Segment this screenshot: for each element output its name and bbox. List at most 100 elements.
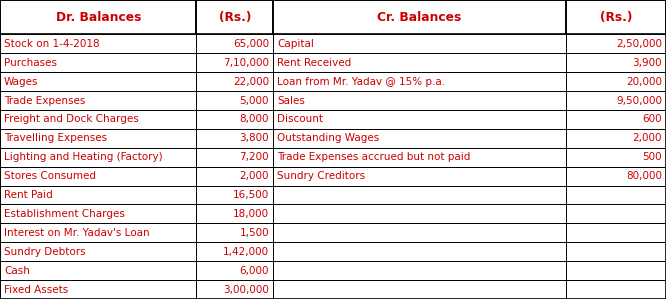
Bar [566, 110, 666, 129]
Text: Sales: Sales [277, 96, 305, 106]
Text: Establishment Charges: Establishment Charges [4, 209, 125, 219]
Text: 3,800: 3,800 [240, 133, 269, 143]
Bar [273, 223, 566, 242]
Text: Freight and Dock Charges: Freight and Dock Charges [4, 115, 139, 124]
Text: Rent Paid: Rent Paid [4, 190, 53, 200]
Bar [0, 110, 196, 129]
Bar [196, 167, 273, 186]
Bar [196, 129, 273, 148]
Bar [196, 148, 273, 167]
Text: Dr. Balances: Dr. Balances [55, 11, 141, 24]
Text: Stores Consumed: Stores Consumed [4, 171, 96, 181]
Bar [0, 53, 196, 72]
Bar [196, 110, 273, 129]
Text: 80,000: 80,000 [626, 171, 662, 181]
Text: Loan from Mr. Yadav @ 15% p.a.: Loan from Mr. Yadav @ 15% p.a. [277, 77, 445, 87]
Text: Sundry Debtors: Sundry Debtors [4, 247, 86, 257]
Bar [0, 242, 196, 261]
Text: 65,000: 65,000 [233, 39, 269, 49]
Text: Wages: Wages [4, 77, 39, 87]
Bar [566, 72, 666, 91]
Text: Interest on Mr. Yadav's Loan: Interest on Mr. Yadav's Loan [4, 228, 150, 238]
Bar [273, 72, 566, 91]
Bar [0, 129, 196, 148]
Bar [566, 261, 666, 280]
Text: 18,000: 18,000 [233, 209, 269, 219]
Text: 2,000: 2,000 [240, 171, 269, 181]
Text: Outstanding Wages: Outstanding Wages [277, 133, 380, 143]
Bar [196, 242, 273, 261]
Text: 9,50,000: 9,50,000 [616, 96, 662, 106]
Bar [566, 223, 666, 242]
Text: Discount: Discount [277, 115, 323, 124]
Text: 2,50,000: 2,50,000 [616, 39, 662, 49]
Bar [566, 167, 666, 186]
Bar [566, 148, 666, 167]
Bar [0, 261, 196, 280]
Bar [566, 186, 666, 205]
Bar [566, 280, 666, 299]
Bar [196, 261, 273, 280]
Bar [273, 186, 566, 205]
Bar [273, 167, 566, 186]
Bar [273, 110, 566, 129]
Bar [0, 72, 196, 91]
Text: (Rs.): (Rs.) [600, 11, 632, 24]
Text: 20,000: 20,000 [626, 77, 662, 87]
Bar [273, 242, 566, 261]
Bar [0, 167, 196, 186]
Bar [0, 0, 196, 34]
Text: Travelling Expenses: Travelling Expenses [4, 133, 107, 143]
Text: Trade Expenses: Trade Expenses [4, 96, 85, 106]
Text: Capital: Capital [277, 39, 314, 49]
Text: 16,500: 16,500 [233, 190, 269, 200]
Bar [196, 223, 273, 242]
Bar [273, 34, 566, 53]
Bar [566, 129, 666, 148]
Bar [0, 148, 196, 167]
Bar [196, 72, 273, 91]
Bar [273, 280, 566, 299]
Text: 3,900: 3,900 [633, 58, 662, 68]
Bar [273, 91, 566, 110]
Text: Stock on 1-4-2018: Stock on 1-4-2018 [4, 39, 100, 49]
Bar [0, 280, 196, 299]
Bar [566, 91, 666, 110]
Text: 1,500: 1,500 [240, 228, 269, 238]
Text: (Rs.): (Rs.) [218, 11, 251, 24]
Bar [273, 129, 566, 148]
Text: Sundry Creditors: Sundry Creditors [277, 171, 365, 181]
Bar [196, 186, 273, 205]
Text: 1,42,000: 1,42,000 [223, 247, 269, 257]
Text: 8,000: 8,000 [240, 115, 269, 124]
Bar [0, 34, 196, 53]
Bar [196, 280, 273, 299]
Bar [566, 0, 666, 34]
Bar [566, 53, 666, 72]
Bar [273, 53, 566, 72]
Text: Cr. Balances: Cr. Balances [378, 11, 462, 24]
Text: 500: 500 [643, 152, 662, 162]
Text: 7,10,000: 7,10,000 [223, 58, 269, 68]
Bar [566, 205, 666, 223]
Bar [0, 91, 196, 110]
Text: 3,00,000: 3,00,000 [223, 285, 269, 295]
Bar [566, 242, 666, 261]
Bar [566, 34, 666, 53]
Text: 5,000: 5,000 [240, 96, 269, 106]
Text: 7,200: 7,200 [240, 152, 269, 162]
Bar [196, 91, 273, 110]
Text: Fixed Assets: Fixed Assets [4, 285, 68, 295]
Bar [0, 223, 196, 242]
Bar [273, 0, 566, 34]
Bar [273, 261, 566, 280]
Text: 22,000: 22,000 [233, 77, 269, 87]
Bar [196, 34, 273, 53]
Text: Trade Expenses accrued but not paid: Trade Expenses accrued but not paid [277, 152, 470, 162]
Bar [196, 53, 273, 72]
Text: Lighting and Heating (Factory): Lighting and Heating (Factory) [4, 152, 163, 162]
Bar [196, 0, 273, 34]
Bar [0, 205, 196, 223]
Bar [273, 205, 566, 223]
Text: 6,000: 6,000 [240, 266, 269, 276]
